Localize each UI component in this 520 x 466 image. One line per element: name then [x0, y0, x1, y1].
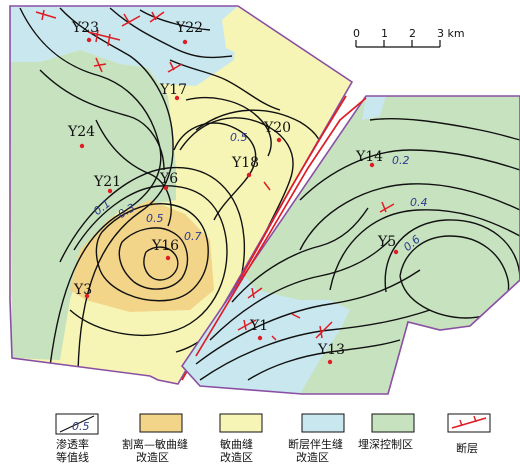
contour-line [169, 59, 281, 111]
legend-label: 割离—敏曲缝改造区 [122, 437, 188, 464]
scale-tick: 0 [353, 27, 360, 40]
well-y23: Y23 [71, 20, 99, 43]
legend-label: 敏曲缝改造区 [220, 437, 253, 464]
well-y5: Y5 [377, 234, 399, 255]
contour-line [39, 69, 165, 171]
contour-label: 0.5 [146, 212, 164, 225]
svg-text:Y5: Y5 [377, 234, 396, 250]
scale-bar: 0 1 2 3 km [353, 27, 465, 48]
legend-label: 断层伴生缝改造区 [288, 437, 343, 464]
svg-text:Y18: Y18 [231, 155, 259, 171]
svg-text:Y24: Y24 [67, 124, 95, 140]
contour-line [399, 235, 510, 319]
fault [93, 57, 107, 73]
fault [291, 313, 301, 319]
legend-item-burial-zone: 埋深控制区 [358, 413, 415, 451]
svg-text:Y6: Y6 [159, 171, 178, 187]
legend-item-fault-zone: 断层伴生缝改造区 [288, 413, 345, 464]
svg-text:Y17: Y17 [159, 82, 187, 98]
contour-line [139, 9, 211, 31]
scale-tick: 3 km [437, 27, 465, 40]
fault [149, 11, 165, 23]
well-y17: Y17 [159, 82, 187, 101]
contour-line [143, 246, 179, 281]
legend-item-contour: 0.5 渗透率等值线 [55, 413, 99, 464]
svg-text:Y22: Y22 [175, 20, 203, 36]
fault-main-east [195, 97, 367, 357]
svg-text:Y3: Y3 [73, 282, 92, 298]
well-y21: Y21 [93, 174, 121, 194]
fault-fracture-zone-west [10, 6, 238, 86]
contour-line [199, 309, 431, 381]
contour-line [231, 207, 369, 303]
well-y24: Y24 [67, 124, 95, 149]
contour-line [299, 149, 520, 201]
fault-fracture-zone-ne [362, 96, 386, 120]
fault [237, 319, 257, 331]
contour-line [173, 122, 257, 221]
contour-line [369, 118, 520, 141]
legend-label: 埋深控制区 [358, 437, 413, 451]
contour-line [384, 219, 520, 293]
contour-line [195, 269, 421, 365]
fault [167, 61, 183, 73]
well-y22: Y22 [175, 20, 203, 45]
well-y6: Y6 [159, 171, 178, 191]
svg-text:Y13: Y13 [317, 342, 345, 358]
contour-line [299, 183, 520, 251]
fault [87, 29, 121, 47]
contour-line [95, 119, 172, 227]
contour-line [69, 185, 228, 336]
contour-line [209, 239, 391, 341]
contour-line [95, 203, 209, 302]
legend-item-isolation-zone: 割离—敏曲缝改造区 [122, 413, 188, 464]
faults-east [195, 97, 395, 357]
east-block-boundary [180, 95, 520, 395]
fault [121, 13, 141, 27]
svg-text:Y14: Y14 [355, 149, 383, 165]
contour-line [185, 97, 272, 157]
svg-text:Y21: Y21 [93, 174, 121, 190]
fault [271, 335, 277, 341]
svg-text:Y1: Y1 [249, 318, 268, 334]
fault [247, 287, 263, 299]
west-block-boundary [9, 5, 354, 385]
scale-tick: 1 [381, 27, 388, 40]
svg-text:Y16: Y16 [151, 238, 179, 254]
contour-line [247, 339, 401, 381]
contour-label: 0.4 [410, 196, 428, 209]
svg-text:Y20: Y20 [263, 120, 291, 136]
contour-label: 0.2 [392, 154, 410, 167]
legend-label: 渗透率等值线 [56, 437, 89, 464]
well-y13: Y13 [317, 342, 345, 365]
well-y14: Y14 [355, 149, 383, 168]
contour-label: 0.5 [230, 131, 248, 144]
legend-item-fault: 断层 [447, 413, 491, 455]
contour-label: 0.7 [184, 230, 202, 243]
well-y20: Y20 [263, 120, 291, 143]
fault [263, 181, 271, 191]
legend: 0.5 渗透率等值线 割离—敏曲缝改造区 敏曲缝改造区 断层伴生缝改造区 埋深控… [55, 413, 491, 464]
fault [35, 9, 57, 21]
legend-contour-value: 0.5 [72, 420, 90, 433]
contour-line [329, 209, 520, 291]
legend-item-curved-zone: 敏曲缝改造区 [219, 413, 263, 464]
svg-text:Y23: Y23 [71, 20, 99, 36]
curved-fracture-zone-ne [222, 6, 352, 120]
fault [315, 321, 333, 339]
fault [379, 201, 395, 213]
contour-line [118, 227, 189, 290]
well-y3: Y3 [73, 282, 92, 299]
well-y18: Y18 [231, 155, 259, 178]
well-y1: Y1 [249, 318, 268, 341]
contours-east [195, 118, 520, 381]
legend-label: 断层 [456, 441, 478, 455]
burial-control-zone-west [10, 50, 176, 360]
scale-tick: 2 [409, 27, 416, 40]
wells: Y23 Y22 Y17 Y24 Y20 Y18 Y21 Y6 Y16 Y3 Y1… [67, 20, 399, 365]
well-y16: Y16 [151, 238, 179, 261]
